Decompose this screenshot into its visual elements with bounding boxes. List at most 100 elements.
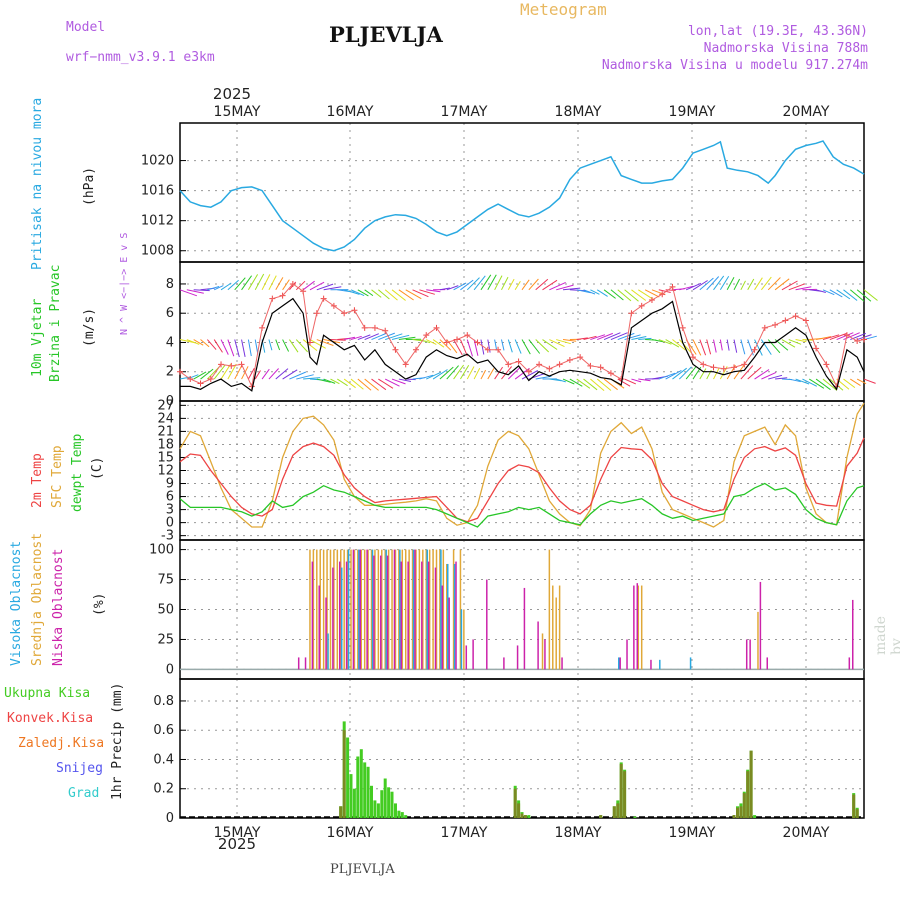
wind-arrow: [206, 339, 217, 350]
wind-arrow: [378, 378, 394, 389]
coordinates: lon,lat (19.3E, 43.36N): [687, 24, 868, 39]
precip-panel-frame: [179, 678, 865, 819]
wind-tick-label: 0: [166, 394, 174, 409]
precip-convective-bar: [520, 813, 524, 818]
wind-arrow: [302, 280, 315, 291]
model-elevation: Nadmorska Visina u modelu 917.274m: [601, 58, 868, 73]
precip-convective-bar: [746, 771, 750, 818]
wind-arrow: [220, 363, 232, 380]
wind-arrow: [186, 289, 204, 294]
wind-arrow: [556, 284, 574, 291]
wind-arrow: [596, 378, 612, 391]
wind-arrow: [480, 339, 485, 355]
wind-arrow: [330, 378, 340, 385]
wind-arrow: [856, 378, 867, 385]
wind-arrow: [282, 339, 290, 352]
temp-2m-line: [179, 437, 865, 523]
temp-tick-label: 12: [157, 464, 174, 479]
day-label-bottom: 15MAY: [214, 825, 261, 841]
wind-arrow: [576, 378, 591, 389]
wind-arrow: [200, 368, 214, 380]
wind-arrow: [254, 273, 265, 291]
day-label-top: 19MAY: [669, 104, 716, 120]
day-label-top: 18MAY: [555, 104, 602, 120]
wind-arrow: [719, 275, 730, 291]
wind-arrow: [480, 369, 487, 380]
wind-arrow: [556, 339, 571, 345]
wind-arrow: [357, 289, 369, 297]
pressure-tick-label: 1020: [141, 154, 174, 169]
precip-tick-label: 0.4: [153, 752, 174, 767]
wind-arrow: [453, 282, 467, 291]
wind-arrow: [234, 339, 240, 358]
footer-station: PLJEVLJA: [330, 862, 395, 877]
wind-compass: N ^ W <−|−> E v S: [119, 233, 130, 335]
wind-arrow: [323, 286, 342, 291]
wind-arrow: [426, 289, 441, 293]
wind-arrow: [692, 280, 708, 291]
wind-arrow: [843, 378, 856, 389]
wind-arrow: [535, 278, 549, 291]
wind-arrow: [576, 289, 591, 294]
wind-arrow: [398, 289, 414, 301]
precip-legend-convective: Konvek.Kisa: [7, 711, 94, 726]
wind-arrow: [480, 274, 492, 291]
wind-arrow: [439, 366, 454, 380]
precip-convective-bar: [339, 806, 343, 818]
wind-arrow: [391, 289, 406, 301]
wind-arrow: [384, 378, 400, 387]
wind-arrow: [213, 339, 223, 353]
wind-arrow: [542, 279, 558, 291]
temp-tick-label: 18: [157, 437, 174, 452]
pressure-tick-label: 1008: [141, 244, 174, 259]
year-label-bottom: 2025: [218, 835, 256, 853]
wind-arrow: [850, 378, 861, 387]
wind-arrow: [535, 339, 550, 353]
wind-arrow: [357, 378, 372, 391]
wind-arrow: [713, 275, 725, 291]
wind-arrow: [802, 378, 818, 387]
precip-total-bar: [352, 788, 356, 818]
precip-total-bar: [394, 803, 397, 818]
wind-arrow: [849, 289, 865, 302]
wind-arrow: [816, 336, 832, 341]
wind-arrow: [453, 364, 465, 380]
wind-arrow: [378, 289, 390, 300]
wind-tick-label: 6: [166, 306, 174, 321]
wind-arrow: [822, 378, 838, 391]
sfc-temp-line: [179, 402, 865, 528]
wind-arrow: [576, 337, 588, 341]
wind-arrow: [494, 275, 503, 291]
day-label-bottom: 18MAY: [555, 825, 602, 841]
wind-arrow: [295, 339, 308, 353]
wind-arrow: [309, 339, 326, 349]
wind-arrow: [678, 339, 692, 354]
precip-total-bar: [387, 787, 391, 818]
wind-arrow: [856, 289, 872, 302]
wind-arrow: [213, 285, 224, 291]
cloud-tick-label: 0: [166, 662, 174, 677]
precip-tick-label: 0.6: [153, 723, 174, 738]
wind-arrow: [398, 336, 416, 341]
wind-arrow: [296, 374, 314, 380]
wind-arrow: [706, 339, 712, 355]
temp-tick-label: 21: [157, 424, 174, 439]
wind-arrow: [781, 280, 798, 291]
wind-arrow: [733, 339, 738, 353]
wind-arrow: [836, 289, 851, 300]
precip-tick-label: 0: [166, 811, 174, 826]
wind-arrow: [788, 339, 802, 345]
precip-total-bar: [366, 766, 370, 818]
precip-convective-bar: [599, 815, 603, 818]
wind-arrow: [268, 339, 273, 351]
wind-arrow: [719, 339, 723, 351]
day-label-top: 15MAY: [214, 104, 261, 120]
station-title: PLJEVLJA: [329, 22, 443, 47]
model-label: Model: [66, 20, 106, 35]
wind-arrow: [638, 289, 654, 300]
wind-arrow: [350, 289, 365, 297]
precip-legend-total: Ukupna Kisa: [4, 686, 91, 701]
wind-arrow: [323, 378, 336, 384]
wind-arrow: [446, 285, 459, 291]
wind-arrow: [624, 289, 639, 302]
